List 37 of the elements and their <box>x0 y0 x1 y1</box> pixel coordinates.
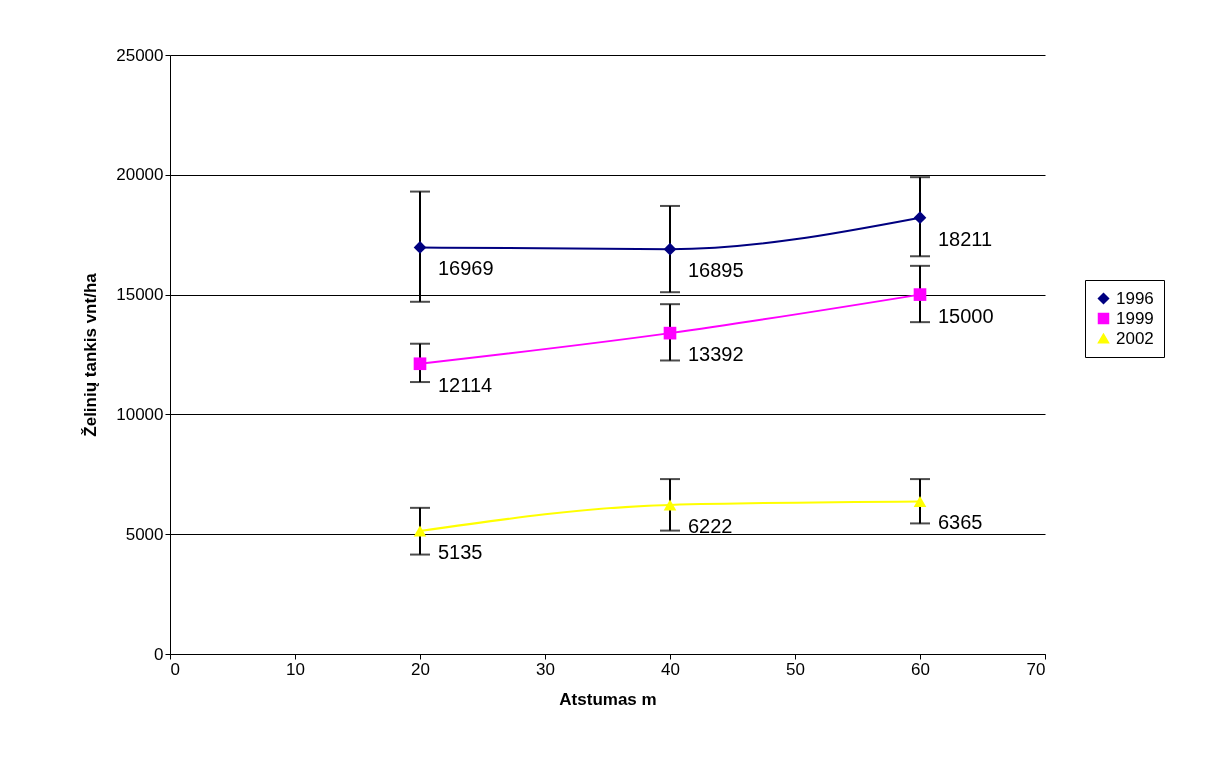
legend-label: 2002 <box>1116 328 1154 348</box>
data-label: 12114 <box>438 373 493 396</box>
data-label: 15000 <box>938 304 994 327</box>
x-axis-title: Atstumas m <box>559 689 657 709</box>
data-label: 13392 <box>688 343 744 366</box>
y-tick-label: 25000 <box>116 45 164 65</box>
x-tick-label: 50 <box>786 659 805 679</box>
y-tick-label: 5000 <box>125 524 164 544</box>
point <box>913 288 927 301</box>
x-tick-label: 0 <box>170 659 180 679</box>
data-label: 5135 <box>438 540 483 563</box>
x-tick-label: 10 <box>286 659 305 679</box>
legend-label: 1996 <box>1116 288 1154 308</box>
x-tick-label: 20 <box>411 659 430 679</box>
data-label: 6365 <box>938 511 983 534</box>
x-tick-label: 60 <box>911 659 930 679</box>
point <box>663 499 677 511</box>
legend-label: 1999 <box>1116 308 1154 328</box>
data-label: 16895 <box>688 259 744 282</box>
point <box>413 241 427 254</box>
data-label: 6222 <box>688 514 733 537</box>
x-tick-label: 30 <box>536 659 555 679</box>
y-axis-title: Želinių tankis vnt/ha <box>81 272 101 437</box>
data-label: 16969 <box>438 257 494 280</box>
point <box>913 211 927 224</box>
x-tick-label: 40 <box>661 659 680 679</box>
point <box>413 357 427 371</box>
data-label: 18211 <box>938 227 993 250</box>
point <box>663 326 677 340</box>
y-tick-label: 15000 <box>116 285 164 305</box>
point <box>913 496 927 507</box>
point <box>663 242 677 256</box>
y-tick-label: 10000 <box>116 404 164 424</box>
y-tick-label: 0 <box>154 644 164 664</box>
x-tick-label: 70 <box>1026 659 1046 679</box>
y-tick-label: 20000 <box>116 165 164 185</box>
point <box>413 525 427 537</box>
